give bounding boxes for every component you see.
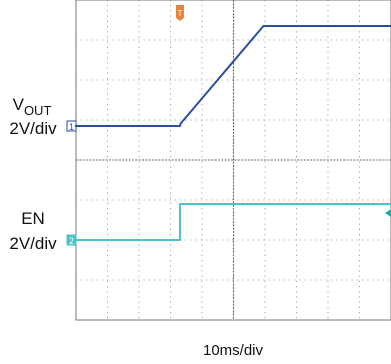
trigger-position-marker: [175, 5, 184, 21]
trigger-level-marker: [385, 209, 391, 217]
en-scale-label: 2V/div: [9, 234, 57, 253]
channel-2-marker-label: 2: [69, 236, 74, 246]
plot-border: [75, 0, 391, 321]
channel-1-marker-label: 1: [69, 122, 74, 132]
trace-ch1: [75, 25, 391, 127]
channel-markers: 1 2 T: [66, 5, 391, 246]
graticule-grid: [75, 0, 391, 321]
time-scale-label: 10ms/div: [203, 342, 264, 359]
trace-ch2: [75, 203, 391, 241]
vout-scale-label: 2V/div: [9, 119, 57, 138]
vout-label: VOUT: [13, 95, 52, 118]
trigger-marker-label: T: [178, 9, 183, 18]
waveform-traces: [75, 25, 391, 241]
en-label: EN: [21, 209, 45, 228]
